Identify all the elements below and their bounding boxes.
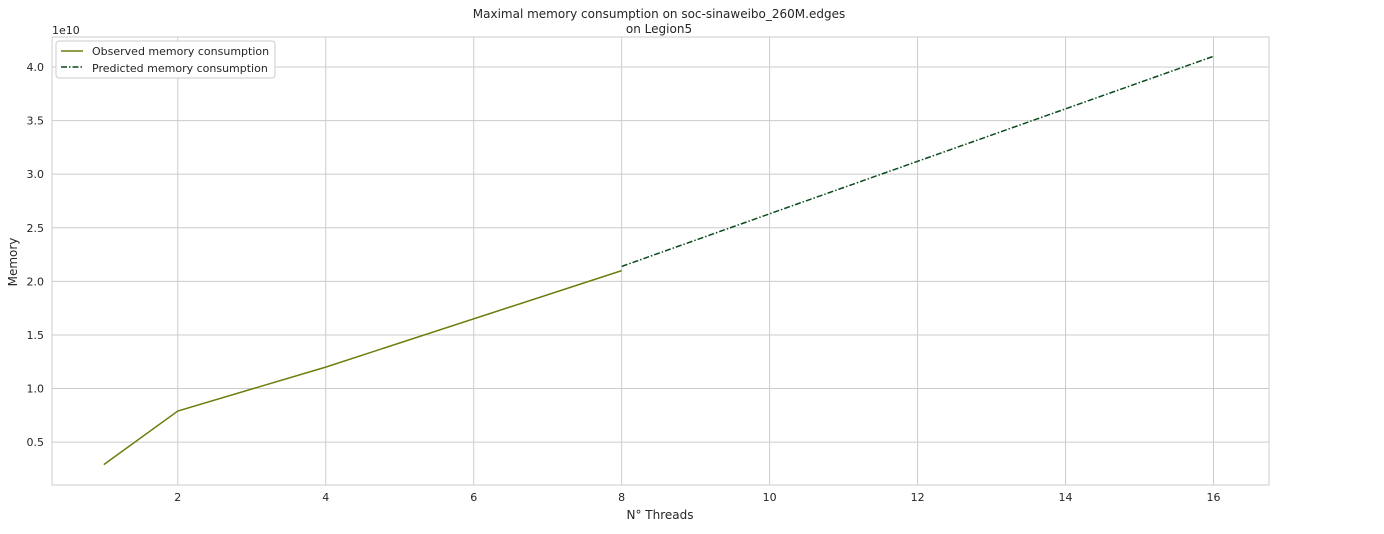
y-axis-ticks: 0.5 1.0 1.5 2.0 2.5 3.0 3.5 4.0 — [27, 61, 45, 449]
chart-title: Maximal memory consumption on soc-sinawe… — [473, 7, 845, 21]
x-tick-label: 10 — [763, 491, 777, 504]
series-line-observed — [103, 269, 622, 466]
legend-label-predicted: Predicted memory consumption — [92, 62, 268, 75]
legend-box — [55, 40, 276, 79]
y-tick-label: 0.5 — [27, 436, 45, 449]
legend-label-observed: Observed memory consumption — [92, 45, 269, 58]
y-tick-label: 3.0 — [27, 168, 45, 181]
series-lines — [103, 55, 1214, 466]
x-axis-label: N° Threads — [626, 508, 693, 522]
y-tick-label: 4.0 — [27, 61, 45, 74]
x-tick-label: 14 — [1059, 491, 1073, 504]
y-tick-label: 2.0 — [27, 275, 45, 288]
x-tick-label: 12 — [911, 491, 925, 504]
y-tick-label: 1.0 — [27, 383, 45, 396]
x-tick-label: 8 — [618, 491, 625, 504]
x-axis-ticks: 2 4 6 8 10 12 14 16 — [174, 491, 1220, 504]
y-offset-label: 1e10 — [52, 24, 80, 37]
legend: Observed memory consumption Predicted me… — [55, 40, 276, 79]
chart-subtitle: on Legion5 — [626, 22, 692, 36]
plot-area-frame — [51, 36, 1270, 486]
x-tick-label: 4 — [322, 491, 329, 504]
series-line-predicted — [621, 55, 1214, 268]
y-tick-label: 1.5 — [27, 329, 45, 342]
y-tick-label: 2.5 — [27, 222, 45, 235]
x-tick-label: 16 — [1207, 491, 1221, 504]
x-tick-label: 6 — [470, 491, 477, 504]
x-tick-label: 2 — [174, 491, 181, 504]
y-tick-label: 3.5 — [27, 115, 45, 128]
y-axis-label: Memory — [6, 238, 20, 287]
grid-lines — [52, 37, 1269, 485]
